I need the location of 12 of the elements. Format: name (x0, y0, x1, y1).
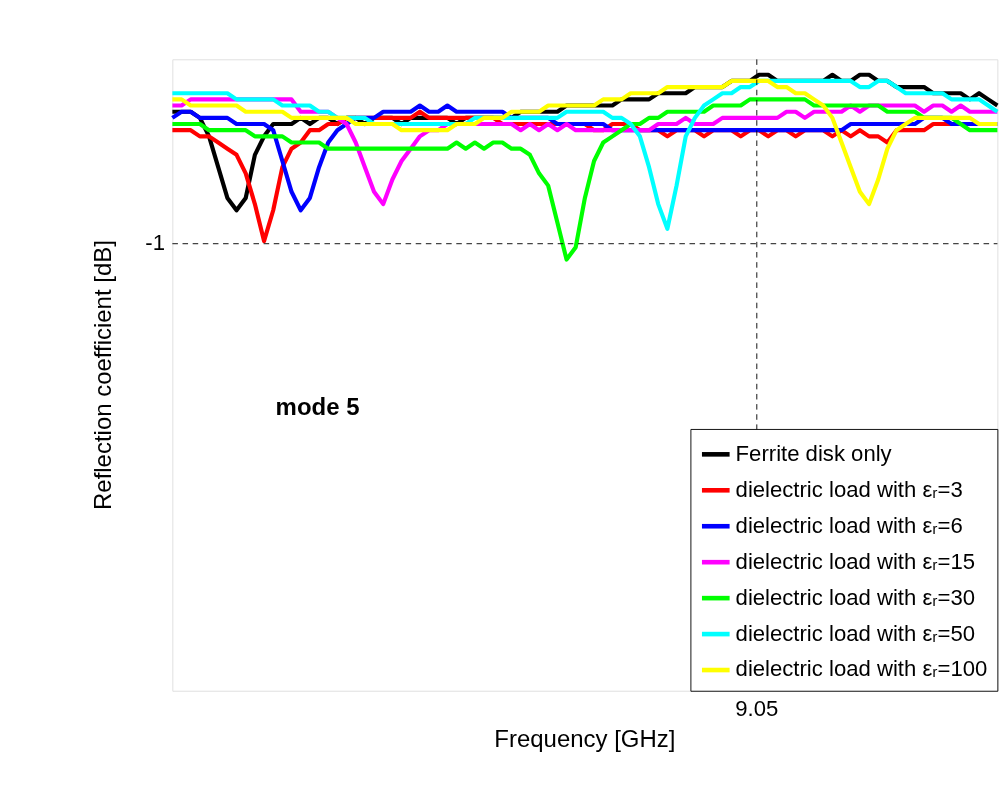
legend-label: dielectric load with εᵣ=15 (735, 548, 976, 574)
legend-label: dielectric load with εᵣ=100 (735, 656, 988, 682)
y-axis-title: Reflection coefficient [dB] (88, 240, 116, 510)
legend-label: dielectric load with εᵣ=6 (735, 512, 963, 538)
legend-label: dielectric load with εᵣ=50 (735, 620, 976, 646)
x-axis-title: Frequency [GHz] (494, 725, 676, 753)
text: 9.05 (735, 695, 779, 721)
legend-label: dielectric load with εᵣ=30 (735, 584, 976, 610)
legend-label: Ferrite disk only (735, 440, 893, 466)
text: -1 (145, 230, 165, 256)
legend-label: dielectric load with εᵣ=3 (735, 476, 963, 502)
annotation: mode 5 (275, 393, 360, 421)
